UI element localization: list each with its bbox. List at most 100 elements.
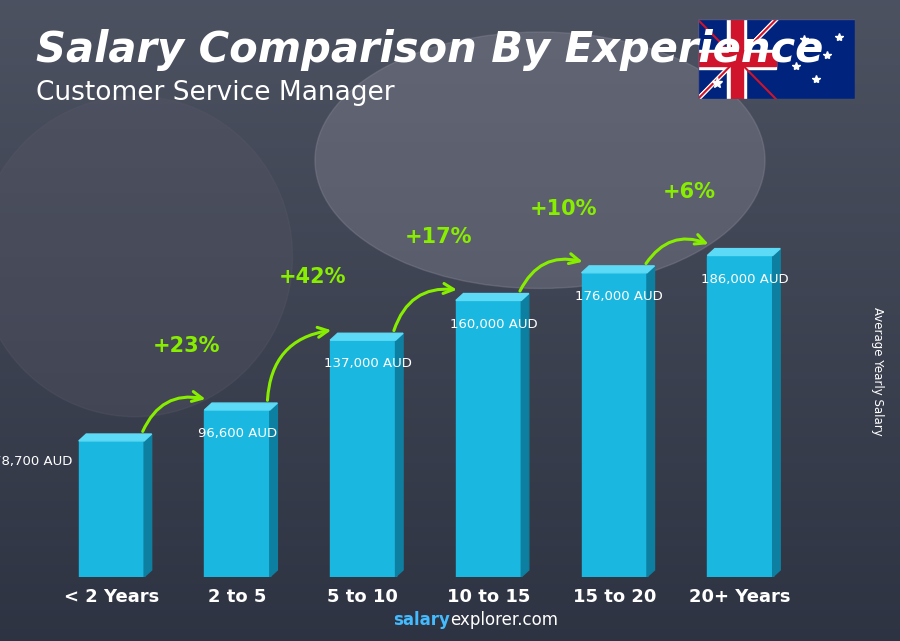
Bar (456, 301, 521, 577)
Bar (0, 109, 900, 115)
Bar (0, 603, 900, 609)
Bar (0, 564, 900, 570)
Bar (0, 436, 900, 442)
Bar (0, 58, 900, 64)
Bar (0, 583, 900, 590)
Bar (0, 353, 900, 359)
Bar (0, 346, 900, 353)
Bar (78, 441, 144, 577)
Text: Customer Service Manager: Customer Service Manager (36, 80, 394, 106)
Ellipse shape (315, 32, 765, 288)
Bar (0, 397, 900, 404)
Ellipse shape (0, 96, 292, 417)
Bar (0, 135, 900, 141)
Polygon shape (581, 266, 654, 273)
Bar (0, 372, 900, 378)
Bar (0, 558, 900, 564)
Bar (0, 218, 900, 224)
Bar (0, 417, 900, 423)
Bar (0, 83, 900, 90)
Bar (0, 186, 900, 192)
Text: explorer.com: explorer.com (450, 612, 558, 629)
Bar (0, 385, 900, 391)
Bar (0, 205, 900, 212)
Bar (698, 50, 776, 69)
Bar (0, 365, 900, 372)
Bar (0, 0, 900, 6)
Text: 96,600 AUD: 96,600 AUD (198, 428, 277, 440)
Polygon shape (78, 434, 152, 441)
Polygon shape (204, 403, 277, 410)
Bar (0, 154, 900, 160)
Bar (0, 442, 900, 449)
Bar (0, 51, 900, 58)
Bar (330, 340, 395, 577)
Bar (0, 96, 900, 103)
Bar (0, 71, 900, 77)
Bar (0, 269, 900, 276)
Bar (0, 327, 900, 333)
Bar (0, 64, 900, 71)
Bar (0, 615, 900, 622)
Bar (0, 301, 900, 308)
Bar (727, 19, 746, 99)
Bar (204, 410, 270, 577)
Bar (0, 237, 900, 244)
Bar (0, 590, 900, 596)
Bar (0, 276, 900, 282)
Text: Average Yearly Salary: Average Yearly Salary (871, 308, 884, 436)
Polygon shape (773, 249, 780, 577)
Bar (0, 38, 900, 45)
Bar (0, 333, 900, 340)
Bar (0, 128, 900, 135)
Polygon shape (144, 434, 152, 577)
Bar (0, 13, 900, 19)
Bar (0, 308, 900, 314)
Bar (0, 199, 900, 205)
Text: +17%: +17% (404, 227, 472, 247)
Bar (0, 449, 900, 455)
Polygon shape (456, 294, 529, 301)
Polygon shape (270, 403, 277, 577)
Bar (0, 115, 900, 122)
Bar (698, 53, 776, 65)
Polygon shape (330, 333, 403, 340)
Bar (0, 141, 900, 147)
Bar (731, 19, 743, 99)
Bar (0, 609, 900, 615)
Bar (0, 506, 900, 513)
Text: salary: salary (393, 612, 450, 629)
Text: +42%: +42% (279, 267, 346, 287)
Bar (0, 538, 900, 545)
Bar (0, 545, 900, 551)
Bar (0, 474, 900, 481)
Text: +23%: +23% (153, 337, 220, 356)
Bar (0, 481, 900, 487)
Bar (0, 282, 900, 288)
Bar (0, 500, 900, 506)
Bar (0, 622, 900, 628)
Bar (0, 628, 900, 635)
Bar (0, 224, 900, 231)
Bar (0, 455, 900, 462)
Bar (0, 577, 900, 583)
Bar (0, 532, 900, 538)
Bar (0, 160, 900, 167)
Bar (0, 526, 900, 532)
Text: 137,000 AUD: 137,000 AUD (324, 358, 412, 370)
Bar (0, 487, 900, 494)
Bar (581, 273, 647, 577)
Bar (0, 551, 900, 558)
Bar (0, 179, 900, 186)
Bar (0, 32, 900, 38)
Bar (0, 468, 900, 474)
Bar (0, 147, 900, 154)
Text: +10%: +10% (530, 199, 598, 219)
Polygon shape (395, 333, 403, 577)
Bar (0, 635, 900, 641)
Bar (0, 26, 900, 32)
Bar (0, 423, 900, 429)
Bar (0, 462, 900, 468)
Bar (0, 378, 900, 385)
Text: +6%: +6% (663, 182, 716, 202)
